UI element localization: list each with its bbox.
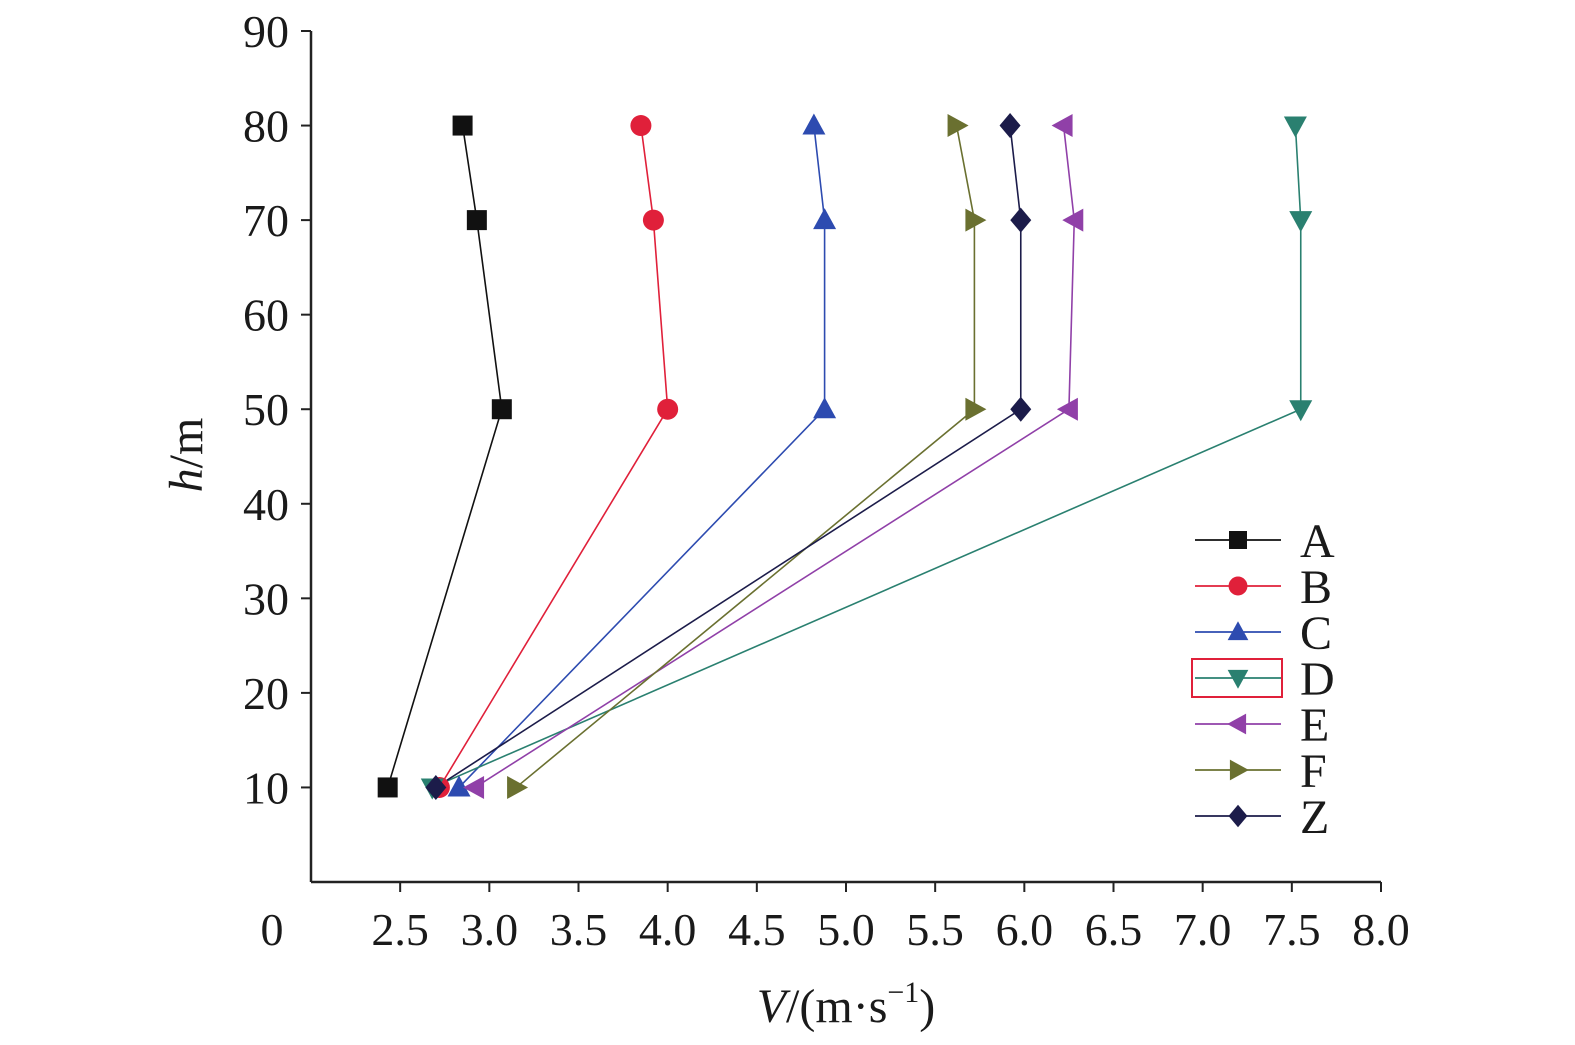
data-point-a — [377, 777, 398, 798]
series-line-c — [458, 125, 826, 789]
y-tick-label: 30 — [243, 573, 289, 624]
data-point-c — [447, 775, 471, 797]
legend-label-f: F — [1300, 745, 1327, 798]
data-point-f — [965, 397, 987, 421]
data-point-d — [1283, 116, 1307, 138]
data-point-a — [491, 399, 512, 420]
legend-label-b: B — [1300, 561, 1332, 614]
x-tick-label: 8.0 — [1352, 904, 1410, 955]
x-tick-label: 3.0 — [461, 904, 519, 955]
y-tick-label: 20 — [243, 668, 289, 719]
data-point-c — [802, 113, 826, 135]
y-tick-label: 90 — [243, 6, 289, 57]
data-point-f — [965, 208, 987, 232]
legend-marker-a — [1229, 531, 1247, 549]
x-tick-label: 7.5 — [1263, 904, 1321, 955]
data-point-e — [1056, 397, 1078, 421]
x-tick-label: 4.5 — [728, 904, 786, 955]
legend-selection-box — [1191, 658, 1283, 698]
x-tick-label: 2.5 — [371, 904, 429, 955]
series-markers — [377, 113, 1313, 800]
y-tick-label: 50 — [243, 384, 289, 435]
legend-marker-d — [1227, 669, 1249, 689]
legend-marker-f — [1229, 759, 1249, 781]
data-point-b — [642, 209, 664, 231]
x-axis-title-text: /(m·s — [786, 980, 887, 1033]
x-axis-title-sup: −1 — [887, 976, 919, 1009]
data-point-d — [1289, 211, 1313, 233]
x-tick-label: 6.0 — [996, 904, 1054, 955]
y-tick-label: 40 — [243, 479, 289, 530]
data-point-z — [1010, 207, 1032, 233]
legend-marker-b — [1228, 576, 1248, 596]
x-axis-title: V/(m·s−1) — [757, 976, 936, 1033]
x-tick-label: 5.5 — [906, 904, 964, 955]
legend-label-z: Z — [1300, 791, 1329, 844]
series-line-z — [435, 125, 1022, 789]
x-origin-label: 0 — [261, 904, 284, 955]
data-point-z — [1010, 396, 1032, 422]
x-tick-label: 7.0 — [1174, 904, 1232, 955]
series-lines — [386, 125, 1302, 789]
x-axis-title-italic: V — [757, 980, 791, 1033]
y-axis-title-italic: h — [160, 468, 213, 492]
y-ticks: 10 20 30 40 50 60 70 80 90 — [243, 6, 311, 813]
data-point-d — [1289, 400, 1313, 422]
x-axis-title-close: ) — [919, 980, 935, 1033]
data-point-b — [657, 398, 679, 420]
data-point-e — [1062, 208, 1084, 232]
legend-label-d: D — [1300, 653, 1335, 706]
data-point-c — [813, 208, 837, 230]
y-axis-title-text: /m — [160, 418, 213, 469]
data-point-f — [507, 775, 529, 799]
legend-label-a: A — [1300, 515, 1335, 568]
legend-label-e: E — [1300, 699, 1329, 752]
series-line-f — [515, 125, 976, 789]
legend-label-c: C — [1300, 607, 1332, 660]
x-tick-label: 4.0 — [639, 904, 697, 955]
y-tick-label: 60 — [243, 290, 289, 341]
series-line-d — [431, 125, 1302, 789]
data-point-z — [425, 774, 447, 800]
data-point-c — [813, 397, 837, 419]
data-point-f — [947, 114, 969, 138]
x-tick-label: 3.5 — [550, 904, 608, 955]
series-line-a — [386, 125, 503, 788]
legend-marker-z — [1228, 804, 1248, 828]
axes — [309, 31, 1381, 884]
y-axis-title: h/m — [160, 418, 213, 493]
data-point-b — [630, 115, 652, 137]
x-tick-label: 5.0 — [817, 904, 875, 955]
x-ticks: 0 2.5 3.0 3.5 4.0 4.5 5.0 5.5 6.0 6.5 7.0 7.5 8.0 — [261, 882, 1410, 955]
series-line-e — [474, 125, 1076, 789]
y-tick-label: 10 — [243, 762, 289, 813]
x-tick-label: 6.5 — [1085, 904, 1143, 955]
data-point-e — [463, 775, 485, 799]
legend-marker-e — [1227, 713, 1247, 735]
series-line-b — [438, 125, 669, 788]
data-point-a — [466, 210, 487, 231]
data-point-e — [1051, 114, 1073, 138]
y-tick-label: 80 — [243, 101, 289, 152]
data-point-z — [999, 113, 1021, 139]
legend-marker-c — [1227, 621, 1249, 641]
data-point-a — [452, 115, 473, 136]
y-tick-label: 70 — [243, 195, 289, 246]
